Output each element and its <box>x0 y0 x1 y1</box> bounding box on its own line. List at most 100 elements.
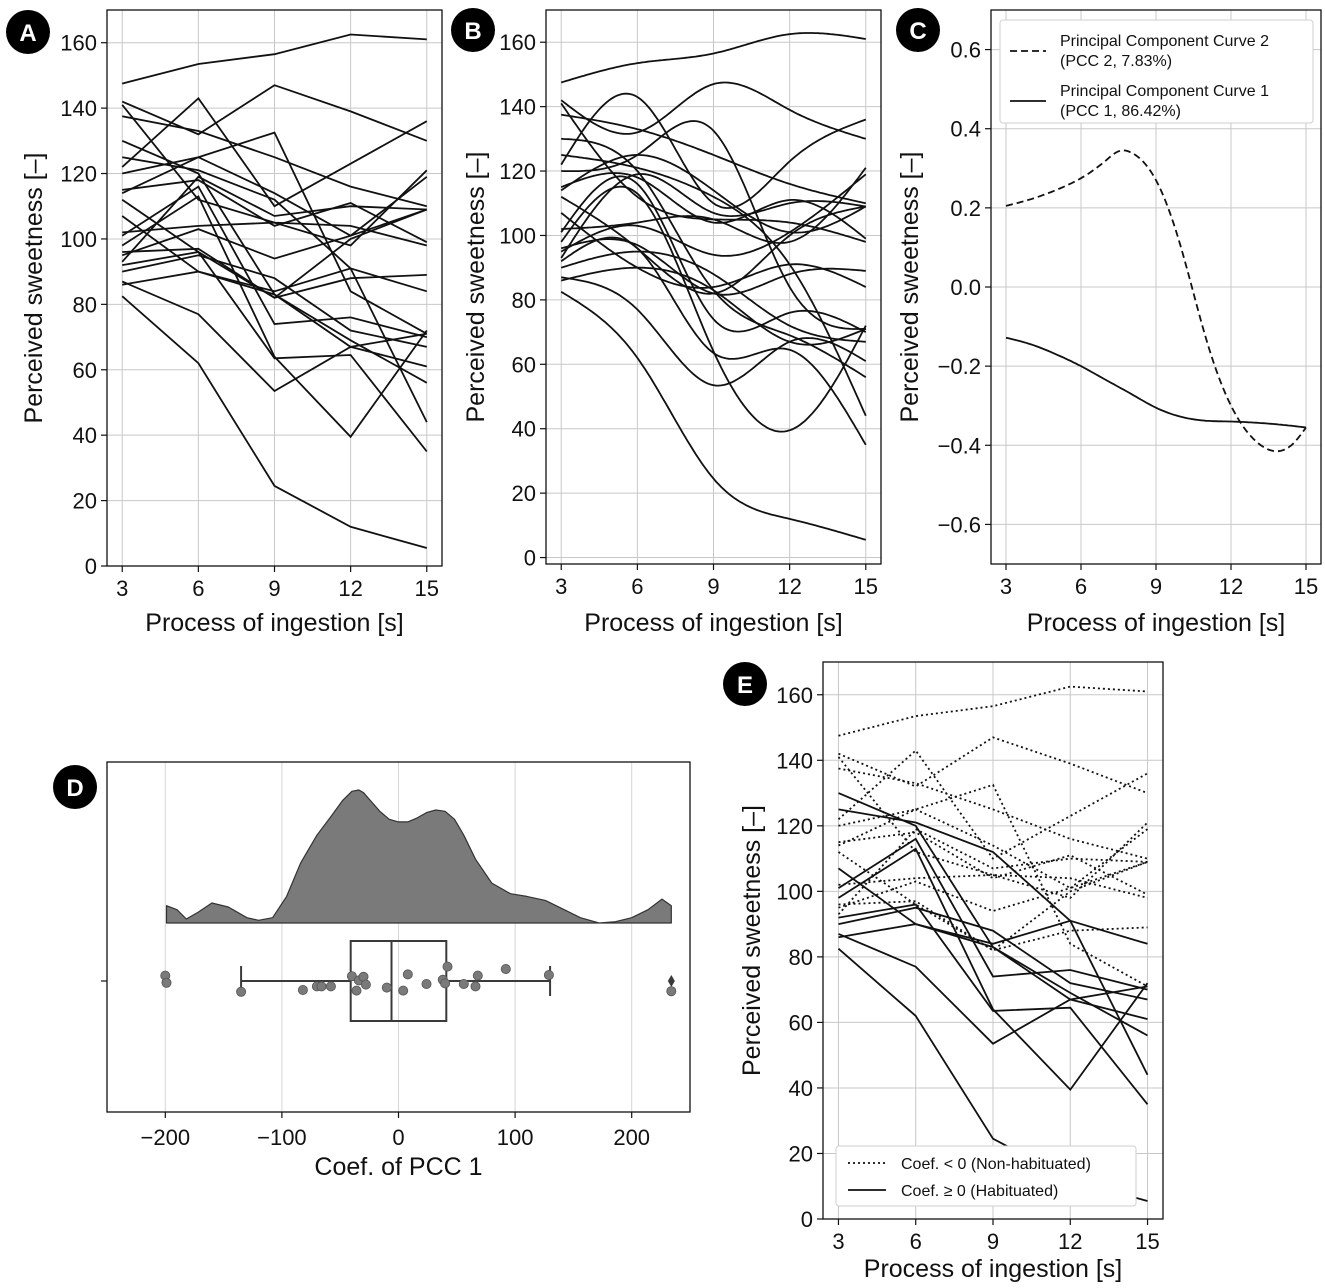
y-tick-label: 0 <box>801 1207 813 1232</box>
habituated-line-23 <box>838 923 1148 1001</box>
habituated-line-16 <box>838 847 1149 1091</box>
x-tick-label: 15 <box>1294 574 1318 599</box>
series-line-15 <box>121 185 428 338</box>
y-tick-label: 80 <box>73 292 97 317</box>
data-point <box>421 979 432 990</box>
data-point <box>236 986 247 997</box>
y-tick-label: 0 <box>524 546 536 571</box>
panel-c: Principal Component Curve 2 (PCC 2, 7.83%… <box>896 8 1322 637</box>
x-axis-label: Coef. of PCC 1 <box>314 1153 482 1181</box>
data-point <box>398 985 409 996</box>
y-tick-label: 0.2 <box>950 196 981 221</box>
series-line-3 <box>121 84 428 142</box>
panel-badge <box>896 8 940 52</box>
y-tick-label: 20 <box>789 1141 813 1166</box>
x-tick-label: 6 <box>910 1229 922 1254</box>
series-line-5 <box>122 115 428 208</box>
y-tick-label: 160 <box>60 31 97 56</box>
panel-badge-letter: B <box>464 18 481 45</box>
series-line-20 <box>122 251 428 453</box>
non-habituated-line-19 <box>837 827 1148 915</box>
smoothed-line-15 <box>560 175 867 333</box>
y-tick-label: 0 <box>85 554 97 579</box>
data-point <box>316 981 327 992</box>
x-tick-label: 9 <box>268 576 280 601</box>
series-line-22 <box>121 280 428 393</box>
x-axis-label: Process of ingestion [s] <box>584 609 842 637</box>
smoothed-line-19 <box>560 173 866 259</box>
habituated-line-15 <box>838 837 1148 991</box>
data-point <box>297 985 308 996</box>
non-habituated-line-11 <box>838 808 1148 890</box>
series-line-21 <box>122 254 427 348</box>
data-point <box>543 970 554 981</box>
series-line-11 <box>121 156 428 237</box>
smoothed-line-8 <box>560 92 867 209</box>
x-tick-label: 15 <box>415 576 439 601</box>
series-line-2 <box>121 295 428 549</box>
series-line-1 <box>121 33 427 85</box>
panel-badge-letter: A <box>19 20 36 47</box>
data-point <box>440 978 451 989</box>
series-line-14 <box>122 169 428 247</box>
data-point <box>500 964 511 975</box>
non-habituated-line-8 <box>837 749 1148 860</box>
smoothed-line-21 <box>560 250 866 343</box>
x-tick-label: 3 <box>555 574 567 599</box>
smoothed-line-17 <box>560 238 866 296</box>
y-tick-label: 40 <box>789 1076 813 1101</box>
pcc2-curve <box>1005 149 1307 453</box>
x-axis-label: Process of ingestion [s] <box>145 609 403 637</box>
x-tick-label: 100 <box>497 1125 534 1150</box>
legend-box <box>999 19 1314 124</box>
y-tick-label: 20 <box>73 489 97 514</box>
data-point <box>666 986 677 997</box>
habituated-line-20 <box>838 903 1149 1105</box>
y-tick-label: 80 <box>789 945 813 970</box>
data-point <box>470 981 481 992</box>
x-tick-label: 6 <box>1075 574 1087 599</box>
x-tick-label: 6 <box>631 574 643 599</box>
series-line-7 <box>122 156 428 423</box>
y-tick-label: 60 <box>512 352 536 377</box>
y-tick-label: 60 <box>789 1010 813 1035</box>
y-tick-label: 0.6 <box>950 38 981 63</box>
smoothed-line-18 <box>560 173 867 257</box>
y-tick-label: 60 <box>73 358 97 383</box>
data-point <box>402 969 413 980</box>
data-point <box>161 977 172 988</box>
x-tick-label: 200 <box>613 1125 650 1150</box>
x-tick-label: 0 <box>392 1125 404 1150</box>
data-point <box>351 985 362 996</box>
y-tick-label: 100 <box>776 879 813 904</box>
habituated-line-22 <box>838 933 1148 1045</box>
y-tick-label: 120 <box>499 159 536 184</box>
x-tick-label: 12 <box>338 576 362 601</box>
non-habituated-line-3 <box>838 736 1148 794</box>
panel-badge <box>723 662 767 706</box>
panel-b: 3 6 9 12 15 0 20 40 60 80 100 120 140 160 Process of i… <box>451 8 882 637</box>
habituated-line-21 <box>838 906 1148 1001</box>
panel-badge-letter: E <box>737 672 753 699</box>
x-tick-label: 3 <box>1000 574 1012 599</box>
smoothed-line-20 <box>560 236 867 446</box>
y-tick-label: −0.2 <box>938 354 981 379</box>
y-axis-label: Perceived sweetness [–] <box>896 152 924 423</box>
y-tick-label: 160 <box>776 683 813 708</box>
series-line-23 <box>122 270 427 348</box>
y-tick-label: 160 <box>499 30 536 55</box>
series-line-13 <box>121 215 428 293</box>
smoothed-line-22 <box>561 276 867 387</box>
smoothed-line-10 <box>560 172 867 240</box>
x-tick-label: 15 <box>854 574 878 599</box>
y-tick-label: −0.4 <box>938 433 981 458</box>
y-tick-label: 20 <box>512 481 536 506</box>
density-area <box>165 789 672 924</box>
y-axis-label: Perceived sweetness [–] <box>20 153 48 424</box>
series-line-17 <box>122 247 427 299</box>
pcc1-curve <box>1005 336 1307 429</box>
y-tick-label: 0.0 <box>950 275 981 300</box>
x-tick-label: 12 <box>777 574 801 599</box>
data-point <box>472 970 483 981</box>
series-line-19 <box>121 175 427 263</box>
